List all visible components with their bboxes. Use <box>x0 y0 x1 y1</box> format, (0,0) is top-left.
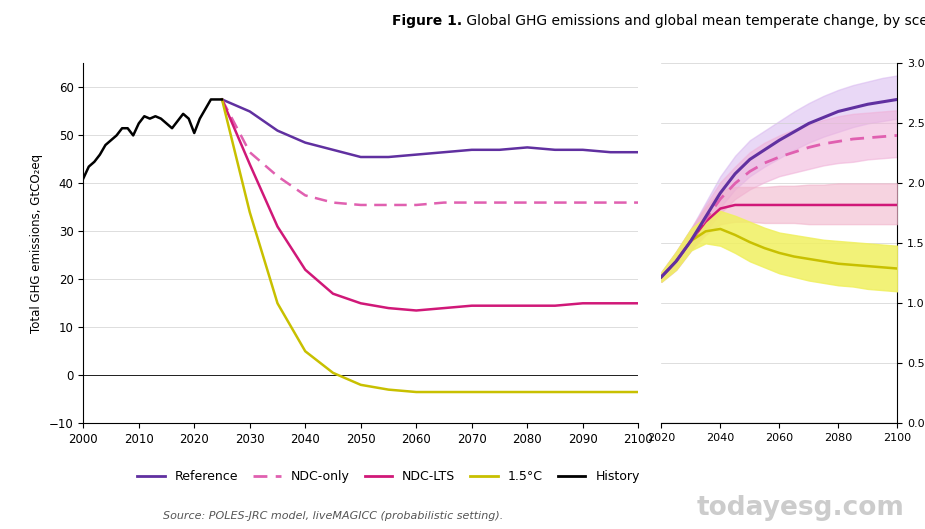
Text: Source: POLES-JRC model, liveMAGICC (probabilistic setting).: Source: POLES-JRC model, liveMAGICC (pro… <box>163 511 503 521</box>
Legend: Reference, NDC-only, NDC-LTS, 1.5°C, History: Reference, NDC-only, NDC-LTS, 1.5°C, His… <box>132 466 645 488</box>
Text: Global GHG emissions and global mean temperate change, by scenario: Global GHG emissions and global mean tem… <box>462 14 925 28</box>
Text: Figure 1.: Figure 1. <box>392 14 462 28</box>
Y-axis label: Total GHG emissions, GtCO₂eq: Total GHG emissions, GtCO₂eq <box>31 154 43 333</box>
Text: todayesg.com: todayesg.com <box>697 495 904 521</box>
